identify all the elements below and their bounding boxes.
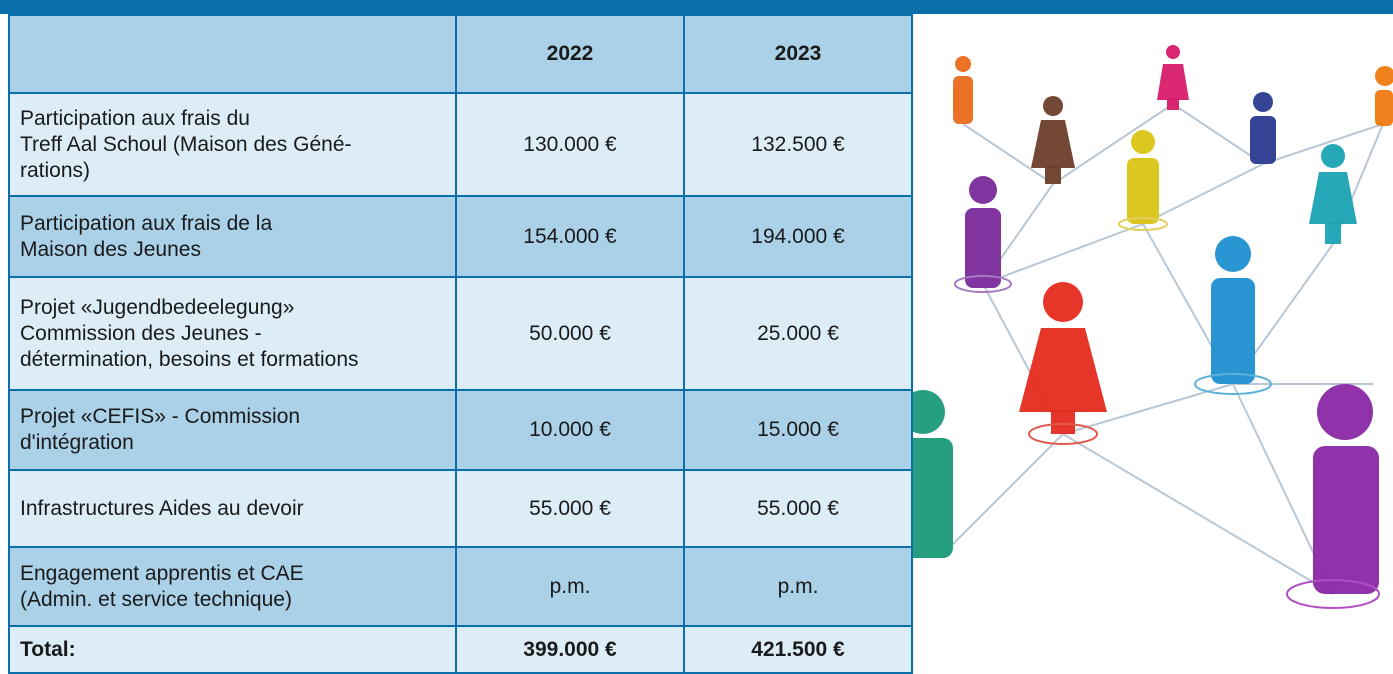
row-label: Engagement apprentis et CAE(Admin. et se… (9, 547, 456, 626)
people-network-illustration (913, 14, 1393, 672)
column-header: 2023 (684, 15, 912, 93)
value-cell: 50.000 € (456, 277, 684, 390)
label-line: Participation aux frais de la (20, 211, 445, 237)
header-row: 2022 2023 (9, 15, 912, 93)
value-cell: 130.000 € (456, 93, 684, 196)
total-row: Total:399.000 €421.500 € (9, 626, 912, 673)
label-line: d'intégration (20, 430, 445, 456)
total-value: 421.500 € (684, 626, 912, 673)
value-cell: 15.000 € (684, 390, 912, 470)
row-label: Projet «Jugendbedeelegung»Commission des… (9, 277, 456, 390)
total-label: Total: (9, 626, 456, 673)
top-bar (0, 0, 1393, 14)
table-row: Engagement apprentis et CAE(Admin. et se… (9, 547, 912, 626)
label-line: Infrastructures Aides au devoir (20, 496, 445, 522)
label-line: Treff Aal Schoul (Maison des Géné- (20, 132, 445, 158)
total-value: 399.000 € (456, 626, 684, 673)
label-line: Participation aux frais du (20, 106, 445, 132)
label-line: détermination, besoins et formations (20, 347, 445, 373)
value-cell: 55.000 € (456, 470, 684, 547)
table-row: Projet «Jugendbedeelegung»Commission des… (9, 277, 912, 390)
label-line: Engagement apprentis et CAE (20, 561, 445, 587)
row-label: Infrastructures Aides au devoir (9, 470, 456, 547)
column-header: 2022 (456, 15, 684, 93)
value-cell: p.m. (684, 547, 912, 626)
value-cell: 10.000 € (456, 390, 684, 470)
page: 2022 2023 Participation aux frais duTref… (0, 0, 1393, 672)
value-cell: 55.000 € (684, 470, 912, 547)
label-line: Projet «CEFIS» - Commission (20, 404, 445, 430)
label-line: (Admin. et service technique) (20, 587, 445, 613)
label-line: rations) (20, 158, 445, 184)
value-cell: 194.000 € (684, 196, 912, 277)
value-cell: 154.000 € (456, 196, 684, 277)
label-line: Commission des Jeunes - (20, 321, 445, 347)
label-line: Projet «Jugendbedeelegung» (20, 295, 445, 321)
label-line: Maison des Jeunes (20, 237, 445, 263)
value-cell: p.m. (456, 547, 684, 626)
table-row: Infrastructures Aides au devoir 55.000 €5… (9, 470, 912, 547)
value-cell: 132.500 € (684, 93, 912, 196)
value-cell: 25.000 € (684, 277, 912, 390)
corner-cell (9, 15, 456, 93)
